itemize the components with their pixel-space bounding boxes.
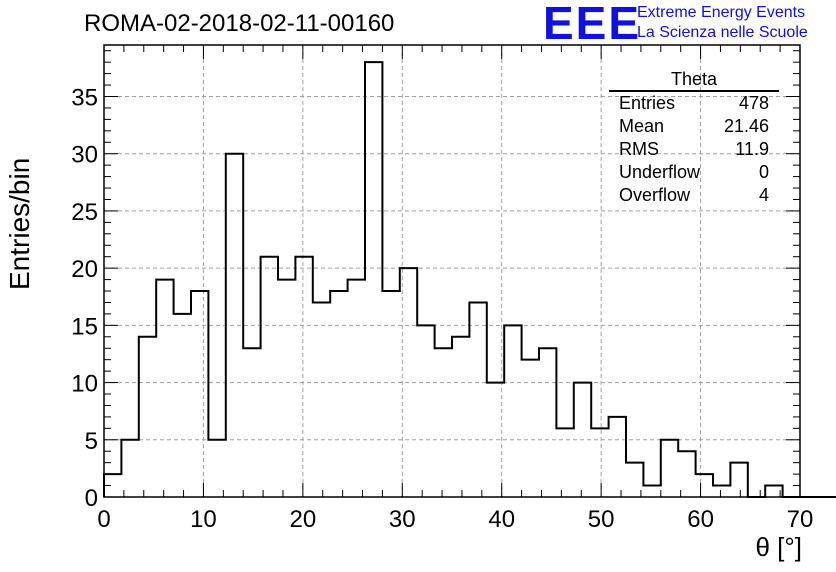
histogram-bin xyxy=(469,302,486,497)
y-tick-label: 30 xyxy=(71,142,98,169)
histogram-bin xyxy=(400,268,417,497)
stats-value: 0 xyxy=(758,162,769,182)
histogram-bin xyxy=(295,257,312,497)
stats-value: 478 xyxy=(738,93,769,113)
histogram-bin xyxy=(435,348,452,497)
histogram-bin xyxy=(226,154,243,497)
x-tick-label: 30 xyxy=(389,506,416,533)
axes xyxy=(103,44,801,498)
stats-row-underflow: Underflow 0 xyxy=(609,161,779,184)
x-tick-label: 40 xyxy=(488,506,515,533)
eee-logo: EEE xyxy=(543,0,642,49)
y-tick-label: 15 xyxy=(71,313,98,340)
y-tick-label: 5 xyxy=(85,428,98,455)
histogram-bin xyxy=(730,463,747,497)
histogram-bin xyxy=(243,348,260,497)
stats-label: Overflow xyxy=(619,185,691,205)
stats-row-entries: Entries 478 xyxy=(609,92,779,115)
histogram-bin xyxy=(696,474,713,497)
y-tick-label: 25 xyxy=(71,199,98,226)
stats-row-overflow: Overflow 4 xyxy=(609,184,779,207)
y-axis-label: Entries/bin xyxy=(4,157,35,290)
histogram-bin xyxy=(330,291,347,497)
histogram-bin xyxy=(261,257,278,497)
histogram-bin xyxy=(121,440,138,497)
logo-line-1: Extreme Energy Events xyxy=(637,4,806,21)
histogram-bin xyxy=(139,337,156,497)
y-axis-label-wrap: Entries/bin xyxy=(4,0,44,572)
histogram-bin xyxy=(609,417,626,497)
histogram-bin xyxy=(591,428,608,497)
stats-value: 21.46 xyxy=(723,116,769,136)
stats-title: Theta xyxy=(609,68,779,92)
x-tick-label: 70 xyxy=(787,506,814,533)
histogram-bin xyxy=(156,280,173,497)
histogram-bin xyxy=(417,325,434,497)
y-tick-label: 0 xyxy=(85,485,98,512)
x-tick-label: 0 xyxy=(97,506,110,533)
y-tick-label: 20 xyxy=(71,256,98,283)
x-tick-label: 20 xyxy=(290,506,317,533)
x-tick-label: 10 xyxy=(190,506,217,533)
stats-label: Mean xyxy=(619,116,665,136)
histogram-bin xyxy=(382,291,399,497)
x-axis-label: θ [°] xyxy=(755,532,802,562)
logo-line-2: La Scienza nelle Scuole xyxy=(637,24,808,41)
histogram-bin xyxy=(504,325,521,497)
histogram-bin xyxy=(278,280,295,497)
y-tick-label: 10 xyxy=(71,371,98,398)
stats-label: Underflow xyxy=(619,162,701,182)
histogram-bin xyxy=(452,337,469,497)
histogram-bin xyxy=(643,486,660,497)
histogram-bin xyxy=(574,383,591,497)
stats-box: Theta Entries 478 Mean 21.46 RMS 11.9 Under… xyxy=(609,68,779,207)
chart-title: ROMA-02-2018-02-11-00160 xyxy=(84,10,395,37)
stats-value: 4 xyxy=(758,185,769,205)
histogram-bars xyxy=(103,61,836,498)
histogram-outline xyxy=(103,61,836,498)
histogram-bin xyxy=(208,440,225,497)
stats-value: 11.9 xyxy=(735,139,769,159)
y-tick-label: 35 xyxy=(71,84,98,111)
histogram-bin xyxy=(556,428,573,497)
histogram-bin xyxy=(313,302,330,497)
x-tick-label: 50 xyxy=(588,506,615,533)
histogram-bin xyxy=(191,291,208,497)
histogram-bin xyxy=(174,314,191,497)
histogram-bin xyxy=(348,280,365,497)
stats-label: Entries xyxy=(619,93,676,113)
stats-row-rms: RMS 11.9 xyxy=(609,138,779,161)
plot-frame xyxy=(103,44,801,498)
x-tick-label: 60 xyxy=(687,506,714,533)
stats-label: RMS xyxy=(619,139,659,159)
histogram-bin xyxy=(539,348,556,497)
stats-row-mean: Mean 21.46 xyxy=(609,115,779,138)
histogram-bin xyxy=(522,360,539,497)
histogram-bin xyxy=(713,486,730,497)
histogram-bin xyxy=(661,440,678,497)
histogram-bin xyxy=(487,383,504,497)
histogram-bin xyxy=(365,62,382,497)
